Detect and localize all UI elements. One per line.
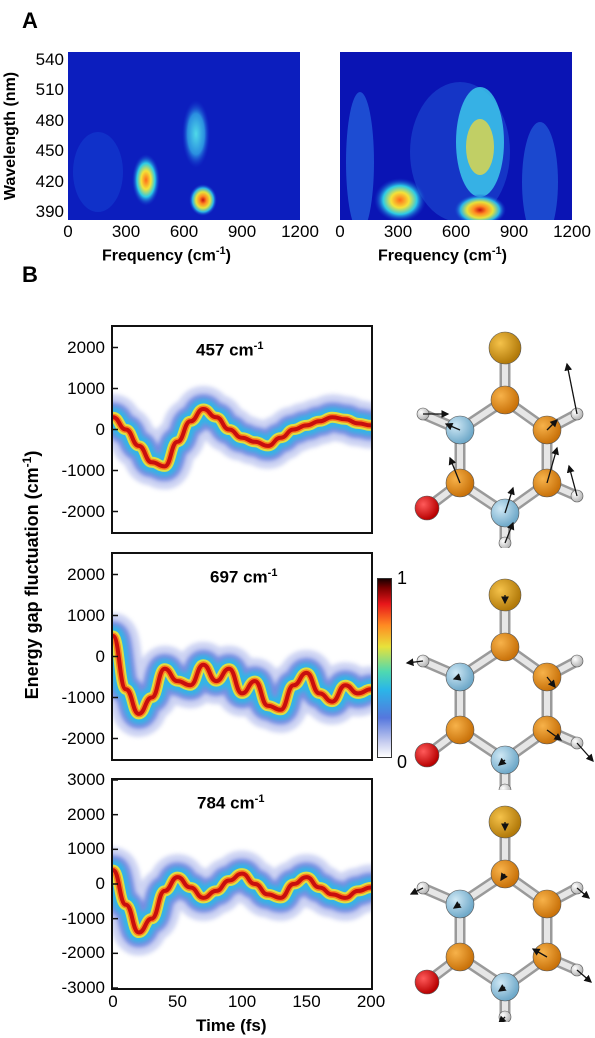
displacement-arrow bbox=[448, 456, 461, 484]
heatmap-a-right bbox=[340, 52, 572, 220]
atom bbox=[498, 783, 512, 790]
molecule-784-mode bbox=[409, 805, 592, 1022]
displacement-arrow bbox=[546, 419, 558, 431]
displacement-arrow bbox=[444, 422, 461, 431]
displacement-arrow bbox=[576, 742, 594, 762]
colorbar-max-label: 1 bbox=[397, 568, 408, 588]
displacement-arrow bbox=[576, 969, 592, 983]
atom bbox=[414, 742, 440, 768]
x-tick-label: 0 bbox=[63, 222, 73, 241]
displacement-arrow bbox=[452, 901, 462, 909]
x-tick-label: 600 bbox=[169, 222, 199, 241]
molecule-697-mode bbox=[405, 578, 594, 790]
displacement-arrow bbox=[497, 984, 507, 992]
displacement-arrow bbox=[546, 676, 556, 689]
displacement-arrow bbox=[498, 1015, 507, 1022]
y-tick-label: 1000 bbox=[67, 378, 105, 398]
displacement-arrow bbox=[546, 729, 563, 741]
x-tick-label: 50 bbox=[168, 992, 187, 1011]
atom bbox=[414, 969, 440, 995]
atom bbox=[570, 654, 584, 668]
displacement-arrow bbox=[405, 658, 424, 667]
x-tick-label: 300 bbox=[383, 222, 413, 241]
y-tick-label: 420 bbox=[35, 171, 64, 191]
atom bbox=[490, 632, 520, 662]
series-line bbox=[113, 407, 371, 469]
y-tick-label: 450 bbox=[35, 141, 64, 161]
title-697: 697 cm-1 bbox=[210, 567, 278, 587]
y-tick-label: 3000 bbox=[67, 770, 105, 789]
y-tick-label: -1000 bbox=[61, 460, 105, 480]
x-tick-label: 300 bbox=[111, 222, 141, 241]
molecule-457-mode bbox=[414, 331, 584, 548]
atom bbox=[488, 331, 522, 365]
y-tick-label: -2000 bbox=[61, 728, 105, 748]
y-tick-label: 390 bbox=[35, 202, 64, 221]
y-tick-label: 2000 bbox=[67, 804, 105, 824]
displacement-arrow bbox=[409, 887, 424, 895]
displacement-arrow bbox=[531, 948, 548, 958]
displacement-arrow bbox=[504, 486, 515, 514]
y-tick-label: 1000 bbox=[67, 605, 105, 625]
displacement-arrow bbox=[576, 887, 590, 899]
peak-blob bbox=[73, 132, 123, 212]
atom bbox=[532, 889, 562, 919]
a-left-xlabel: Frequency (cm-1) bbox=[102, 245, 231, 265]
peak-blob bbox=[374, 178, 426, 220]
x-tick-label: 1200 bbox=[281, 222, 319, 241]
x-tick-label: 900 bbox=[499, 222, 529, 241]
displacement-arrow bbox=[546, 446, 559, 484]
atom bbox=[414, 495, 440, 521]
atom bbox=[490, 385, 520, 415]
displacement-arrow bbox=[566, 464, 578, 497]
y-tick-label: -2000 bbox=[61, 943, 105, 963]
x-tick-label: 1200 bbox=[553, 222, 591, 241]
y-tick-label: 480 bbox=[35, 110, 64, 130]
x-tick-label: 0 bbox=[335, 222, 345, 241]
y-tick-label: 2000 bbox=[67, 564, 105, 584]
y-tick-label: -1000 bbox=[61, 908, 105, 928]
a-right-xlabel: Frequency (cm-1) bbox=[378, 245, 507, 265]
y-tick-label: 2000 bbox=[67, 337, 105, 357]
heatmap-a-left bbox=[68, 52, 300, 220]
displacement-arrow bbox=[564, 362, 578, 415]
x-tick-label: 150 bbox=[292, 992, 321, 1011]
displacement-arrow bbox=[498, 757, 507, 766]
peak-blob bbox=[454, 194, 506, 220]
peak-blob bbox=[132, 154, 160, 206]
y-tick-label: -2000 bbox=[61, 501, 105, 521]
peak-blob bbox=[189, 184, 217, 216]
series-line bbox=[113, 868, 371, 935]
y-tick-label: 510 bbox=[35, 80, 64, 100]
y-tick-label: 0 bbox=[95, 874, 105, 893]
title-784: 784 cm-1 bbox=[197, 793, 265, 813]
y-tick-label: 540 bbox=[35, 50, 64, 69]
displacement-arrow bbox=[504, 521, 515, 544]
panel-a-label: A bbox=[22, 8, 38, 33]
peak-blob bbox=[182, 100, 210, 168]
title-457: 457 cm-1 bbox=[196, 340, 264, 360]
y-tick-label: 0 bbox=[95, 419, 105, 439]
x-tick-label: 100 bbox=[227, 992, 257, 1011]
colorbar bbox=[377, 578, 392, 758]
displacement-arrow bbox=[452, 673, 462, 681]
atom bbox=[445, 715, 475, 745]
x-tick-label: 200 bbox=[356, 992, 386, 1011]
b-xlabel: Time (fs) bbox=[196, 1016, 267, 1035]
y-tick-label: 1000 bbox=[67, 839, 105, 859]
y-tick-label: -1000 bbox=[61, 687, 105, 707]
panel-b-label: B bbox=[22, 262, 38, 287]
y-tick-label: -3000 bbox=[61, 978, 105, 997]
atom bbox=[445, 942, 475, 972]
x-tick-label: 600 bbox=[441, 222, 471, 241]
y-tick-label: 0 bbox=[95, 646, 105, 666]
series-line bbox=[113, 634, 371, 716]
x-tick-label: 900 bbox=[227, 222, 257, 241]
x-tick-label: 0 bbox=[108, 992, 118, 1011]
displacement-arrow bbox=[500, 872, 508, 882]
colorbar-min-label: 0 bbox=[397, 752, 408, 772]
